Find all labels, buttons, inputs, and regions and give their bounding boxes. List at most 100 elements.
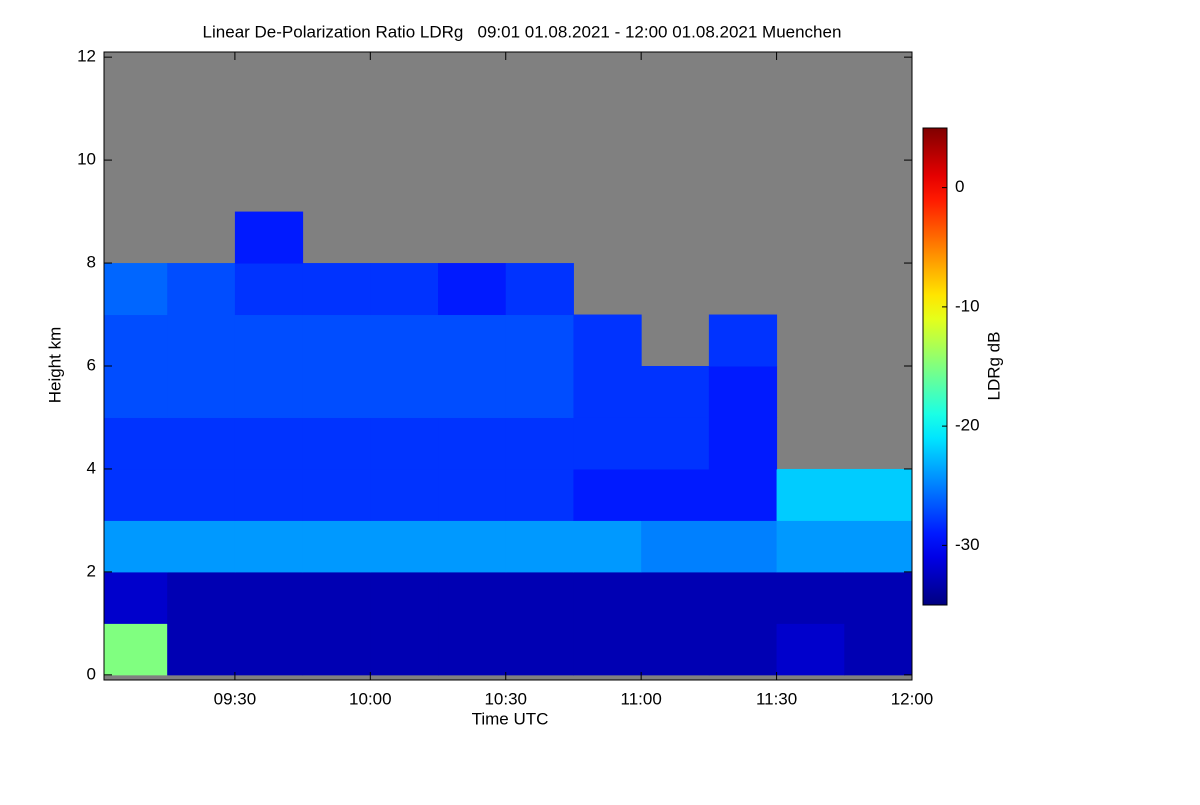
heatmap-cell xyxy=(234,263,304,316)
heatmap-cell xyxy=(302,520,371,573)
colorbar xyxy=(922,127,948,606)
heatmap-cell xyxy=(302,366,371,418)
heatmap-cell xyxy=(438,314,507,367)
y-tick-label: 10 xyxy=(77,150,96,169)
heatmap-cell xyxy=(167,263,236,316)
heatmap-cell xyxy=(167,314,236,367)
x-tick-label: 11:00 xyxy=(621,689,662,708)
heatmap-cell xyxy=(234,468,304,521)
heatmap-cell xyxy=(708,468,778,521)
heatmap-cell xyxy=(234,417,304,470)
heatmap-cell xyxy=(505,468,574,521)
heatmap-cell xyxy=(844,623,912,676)
heatmap-cell xyxy=(573,366,642,418)
heatmap-cell xyxy=(234,314,304,367)
colorbar-tick-label: -30 xyxy=(955,535,980,554)
heatmap-cell xyxy=(234,366,304,418)
heatmap xyxy=(104,211,912,676)
heatmap-cell xyxy=(438,263,507,316)
heatmap-cell xyxy=(438,623,507,676)
heatmap-cell xyxy=(167,623,236,676)
heatmap-cell xyxy=(104,314,168,367)
heatmap-cell xyxy=(438,571,507,624)
heatmap-cell xyxy=(370,520,439,573)
heatmap-cell xyxy=(505,417,574,470)
heatmap-cell xyxy=(505,263,574,316)
heatmap-cell xyxy=(302,571,371,624)
heatmap-cell xyxy=(438,417,507,470)
heatmap-cell xyxy=(302,417,371,470)
y-tick-label: 0 xyxy=(87,664,96,683)
heatmap-cell xyxy=(104,571,168,624)
heatmap-cell xyxy=(844,571,912,624)
heatmap-cell xyxy=(104,623,168,676)
heatmap-cell xyxy=(167,520,236,573)
heatmap-cell xyxy=(438,468,507,521)
x-axis-label: Time UTC xyxy=(472,709,549,728)
heatmap-cell xyxy=(573,520,642,573)
x-tick-label: 10:00 xyxy=(349,689,392,708)
heatmap-cell xyxy=(302,263,371,316)
heatmap-cell xyxy=(370,263,439,316)
heatmap-cell xyxy=(302,468,371,521)
y-tick-label: 12 xyxy=(77,47,96,66)
heatmap-cell xyxy=(370,314,439,367)
heatmap-cell xyxy=(167,366,236,418)
heatmap-cell xyxy=(370,417,439,470)
y-tick-label: 4 xyxy=(87,458,96,477)
heatmap-cell xyxy=(104,520,168,573)
y-tick-label: 6 xyxy=(87,355,96,374)
heatmap-cell xyxy=(708,571,778,624)
heatmap-cell xyxy=(505,314,574,367)
heatmap-cell xyxy=(370,623,439,676)
colorbar-label: LDRg dB xyxy=(984,332,1003,401)
y-axis-label: Height km xyxy=(45,327,64,404)
heatmap-cell xyxy=(234,571,304,624)
heatmap-cell xyxy=(438,520,507,573)
heatmap-cell xyxy=(438,366,507,418)
heatmap-cell xyxy=(234,211,304,264)
heatmap-cell xyxy=(167,417,236,470)
heatmap-cell xyxy=(505,571,574,624)
heatmap-cell xyxy=(573,417,642,470)
colorbar-tick-label: 0 xyxy=(955,177,964,196)
heatmap-cell xyxy=(641,623,710,676)
heatmap-cell xyxy=(167,571,236,624)
heatmap-cell xyxy=(641,520,710,573)
heatmap-cell xyxy=(708,314,778,367)
heatmap-cell xyxy=(641,366,710,418)
x-tick-label: 11:30 xyxy=(756,689,797,708)
heatmap-cell xyxy=(708,417,778,470)
heatmap-cell xyxy=(104,468,168,521)
heatmap-cell xyxy=(505,366,574,418)
heatmap-cell xyxy=(708,366,778,418)
heatmap-cell xyxy=(104,366,168,418)
y-tick-label: 2 xyxy=(87,561,96,580)
heatmap-cell xyxy=(234,623,304,676)
heatmap-cell xyxy=(776,520,845,573)
heatmap-cell xyxy=(573,468,642,521)
colorbar-tick-label: -10 xyxy=(955,296,980,315)
heatmap-cell xyxy=(505,623,574,676)
heatmap-cell xyxy=(708,520,778,573)
x-tick-label: 12:00 xyxy=(891,689,934,708)
heatmap-cell xyxy=(370,571,439,624)
heatmap-cell xyxy=(844,520,912,573)
heatmap-cell xyxy=(104,417,168,470)
heatmap-cell xyxy=(370,468,439,521)
heatmap-cell xyxy=(573,623,642,676)
colorbar-tick-label: -20 xyxy=(955,416,980,435)
chart-title: Linear De-Polarization Ratio LDRg 09:01 … xyxy=(203,22,842,41)
heatmap-cell xyxy=(573,314,642,367)
heatmap-cell xyxy=(776,571,845,624)
heatmap-cell xyxy=(167,468,236,521)
x-tick-label: 09:30 xyxy=(214,689,257,708)
heatmap-cell xyxy=(370,366,439,418)
heatmap-cell xyxy=(708,623,778,676)
heatmap-cell xyxy=(234,520,304,573)
heatmap-cell xyxy=(505,520,574,573)
heatmap-cell xyxy=(844,468,912,521)
heatmap-cell xyxy=(641,417,710,470)
heatmap-cell xyxy=(302,314,371,367)
